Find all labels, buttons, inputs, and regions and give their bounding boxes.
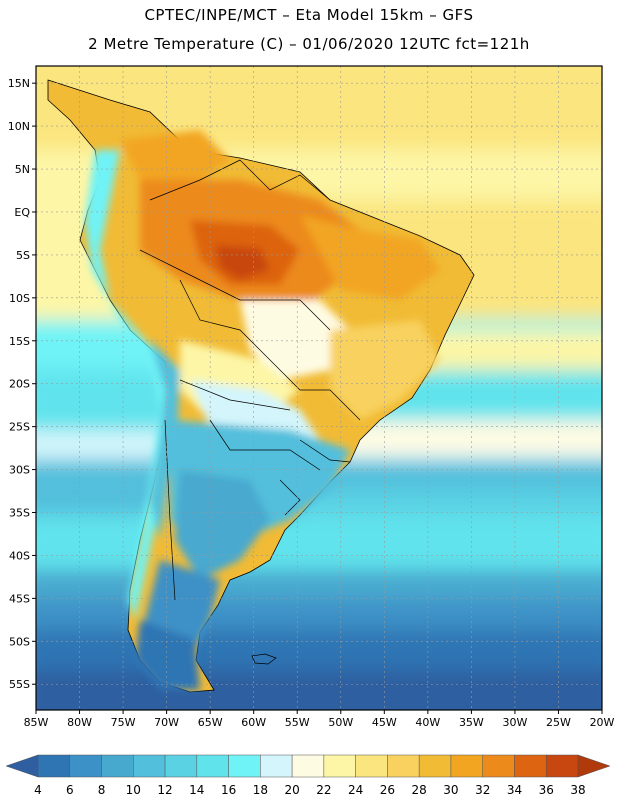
lon-tick-label: 30W — [502, 716, 527, 729]
colorbar-level-label: 24 — [348, 783, 363, 797]
land-temperature-zones — [85, 130, 440, 690]
lon-tick-label: 85W — [24, 716, 49, 729]
longitude-tick-labels: 85W 80W 75W 70W 65W 60W 55W 50W 45W 40W 35W 30W 25W 2… — [24, 710, 615, 729]
colorbar-low-arrow — [5, 754, 39, 778]
colorbar: 4 6 8 10 12 14 16 18 20 22 24 26 28 30 32 34 36 38 — [5, 754, 611, 797]
colorbar-level-label: 12 — [157, 783, 172, 797]
map-frame — [35, 65, 603, 711]
colorbar-level-label: 16 — [221, 783, 236, 797]
colorbar-swatch — [482, 754, 515, 778]
colorbar-swatch — [355, 754, 388, 778]
latitude-tick-labels: 15N 10N 5N EQ 5S 10S 15S 20S 25S 30S 35S 40S 45S 50S 5… — [8, 77, 36, 691]
colorbar-level-label: 34 — [507, 783, 522, 797]
colorbar-swatch — [37, 754, 71, 778]
falkland-islands — [251, 653, 277, 665]
colorbar-level-label: 28 — [412, 783, 427, 797]
lat-tick-label: 40S — [9, 549, 30, 562]
lat-tick-label: 5N — [15, 163, 30, 176]
colorbar-swatch — [323, 754, 356, 778]
country-borders — [139, 159, 361, 601]
colorbar-high-arrow — [577, 754, 611, 778]
colorbar-swatch — [450, 754, 483, 778]
colorbar-swatch — [164, 754, 198, 778]
lon-tick-label: 65W — [198, 716, 223, 729]
lat-tick-label: 5S — [16, 249, 30, 262]
colorbar-swatch — [545, 754, 579, 778]
lat-tick-label: 25S — [9, 421, 30, 434]
lon-tick-label: 70W — [154, 716, 179, 729]
graticule — [36, 66, 602, 710]
lat-tick-label: 55S — [9, 678, 30, 691]
colorbar-swatch — [228, 754, 261, 778]
lat-tick-label: 45S — [9, 592, 30, 605]
lon-tick-label: 25W — [546, 716, 571, 729]
lat-tick-label: 10N — [8, 120, 30, 133]
lon-tick-label: 20W — [590, 716, 615, 729]
colorbar-level-label: 30 — [443, 783, 458, 797]
lon-tick-label: 75W — [111, 716, 136, 729]
lat-tick-label: 15S — [9, 335, 30, 348]
lon-tick-label: 40W — [415, 716, 440, 729]
lat-tick-label: 30S — [9, 464, 30, 477]
lon-tick-label: 60W — [241, 716, 266, 729]
colorbar-level-label: 32 — [475, 783, 490, 797]
colorbar-level-label: 14 — [189, 783, 204, 797]
colorbar-level-label: 22 — [316, 783, 331, 797]
lat-tick-label: 20S — [9, 378, 30, 391]
colorbar-level-label: 4 — [34, 783, 42, 797]
colorbar-level-label: 20 — [284, 783, 299, 797]
colorbar-level-label: 10 — [126, 783, 141, 797]
colorbar-swatch — [101, 754, 134, 778]
colorbar-level-label: 26 — [380, 783, 395, 797]
lat-tick-label: 50S — [9, 635, 30, 648]
lat-tick-label: EQ — [14, 206, 30, 219]
colorbar-swatch — [196, 754, 229, 778]
lat-tick-label: 10S — [9, 292, 30, 305]
colorbar-level-label: 36 — [539, 783, 554, 797]
colorbar-level-label: 18 — [253, 783, 268, 797]
lon-tick-label: 55W — [285, 716, 310, 729]
lon-tick-label: 45W — [372, 716, 397, 729]
colorbar-level-label: 8 — [98, 783, 106, 797]
colorbar-swatch — [418, 754, 452, 778]
lat-tick-label: 35S — [9, 507, 30, 520]
colorbar-swatch — [387, 754, 420, 778]
lon-tick-label: 35W — [459, 716, 484, 729]
colorbar-swatch — [291, 754, 325, 778]
colorbar-swatch — [69, 754, 102, 778]
colorbar-swatch — [514, 754, 547, 778]
lon-tick-label: 80W — [67, 716, 92, 729]
colorbar-swatch — [260, 754, 293, 778]
temperature-field — [36, 66, 602, 710]
colorbar-level-label: 6 — [66, 783, 74, 797]
lat-tick-label: 15N — [8, 77, 30, 90]
map-title-line-2: 2 Metre Temperature (C) – 01/06/2020 12U… — [88, 35, 530, 53]
lon-tick-label: 50W — [328, 716, 353, 729]
colorbar-swatch — [133, 754, 166, 778]
map-title-line-1: CPTEC/INPE/MCT – Eta Model 15km – GFS — [144, 6, 474, 24]
colorbar-level-label: 38 — [570, 783, 585, 797]
